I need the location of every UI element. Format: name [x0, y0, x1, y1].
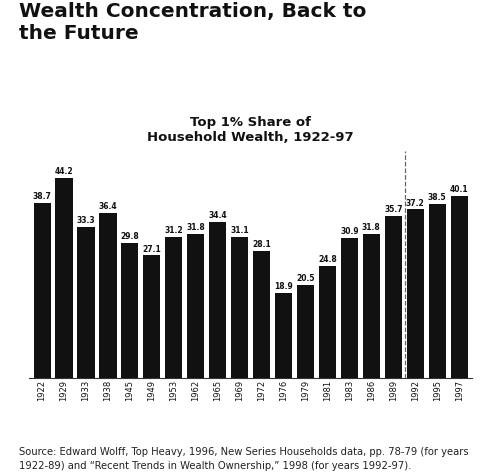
Text: 28.1: 28.1 [252, 240, 271, 249]
Text: 38.7: 38.7 [33, 192, 52, 201]
Text: 24.8: 24.8 [318, 255, 337, 264]
Text: 18.9: 18.9 [274, 282, 293, 291]
Text: 27.1: 27.1 [143, 245, 161, 254]
Bar [319, 266, 336, 378]
Text: 31.8: 31.8 [187, 223, 205, 232]
Text: 36.4: 36.4 [99, 202, 117, 211]
Bar [385, 216, 402, 378]
Bar [407, 210, 424, 378]
Bar [165, 236, 182, 378]
Bar [428, 203, 446, 378]
Text: 40.1: 40.1 [450, 185, 469, 194]
Bar [275, 293, 292, 378]
Text: 34.4: 34.4 [208, 211, 227, 220]
Text: 20.5: 20.5 [296, 274, 315, 283]
Text: 38.5: 38.5 [428, 193, 446, 202]
Text: 35.7: 35.7 [384, 205, 402, 214]
Bar [121, 243, 138, 378]
Bar [451, 196, 468, 378]
Text: Top 1% Share of
Household Wealth, 1922-97: Top 1% Share of Household Wealth, 1922-9… [147, 116, 354, 144]
Bar [297, 285, 314, 378]
Text: Wealth Concentration, Back to
the Future: Wealth Concentration, Back to the Future [19, 2, 367, 44]
Text: 33.3: 33.3 [77, 216, 95, 225]
Bar [341, 238, 358, 378]
Bar [187, 234, 204, 378]
Text: 37.2: 37.2 [406, 199, 425, 208]
Bar [143, 255, 161, 378]
Text: 29.8: 29.8 [120, 232, 139, 241]
Bar [55, 178, 73, 378]
Text: 30.9: 30.9 [340, 227, 359, 236]
Text: 31.8: 31.8 [362, 223, 381, 232]
Bar [99, 213, 117, 378]
Text: 31.2: 31.2 [164, 226, 183, 235]
Bar [209, 222, 226, 378]
Bar [78, 227, 94, 378]
Bar [363, 234, 380, 378]
Text: 44.2: 44.2 [55, 167, 73, 176]
Bar [34, 202, 51, 378]
Bar [231, 237, 248, 378]
Text: Source: Edward Wolff, Top Heavy, 1996, New Series Households data, pp. 78-79 (fo: Source: Edward Wolff, Top Heavy, 1996, N… [19, 447, 469, 471]
Bar [253, 251, 270, 378]
Text: 31.1: 31.1 [230, 227, 249, 236]
